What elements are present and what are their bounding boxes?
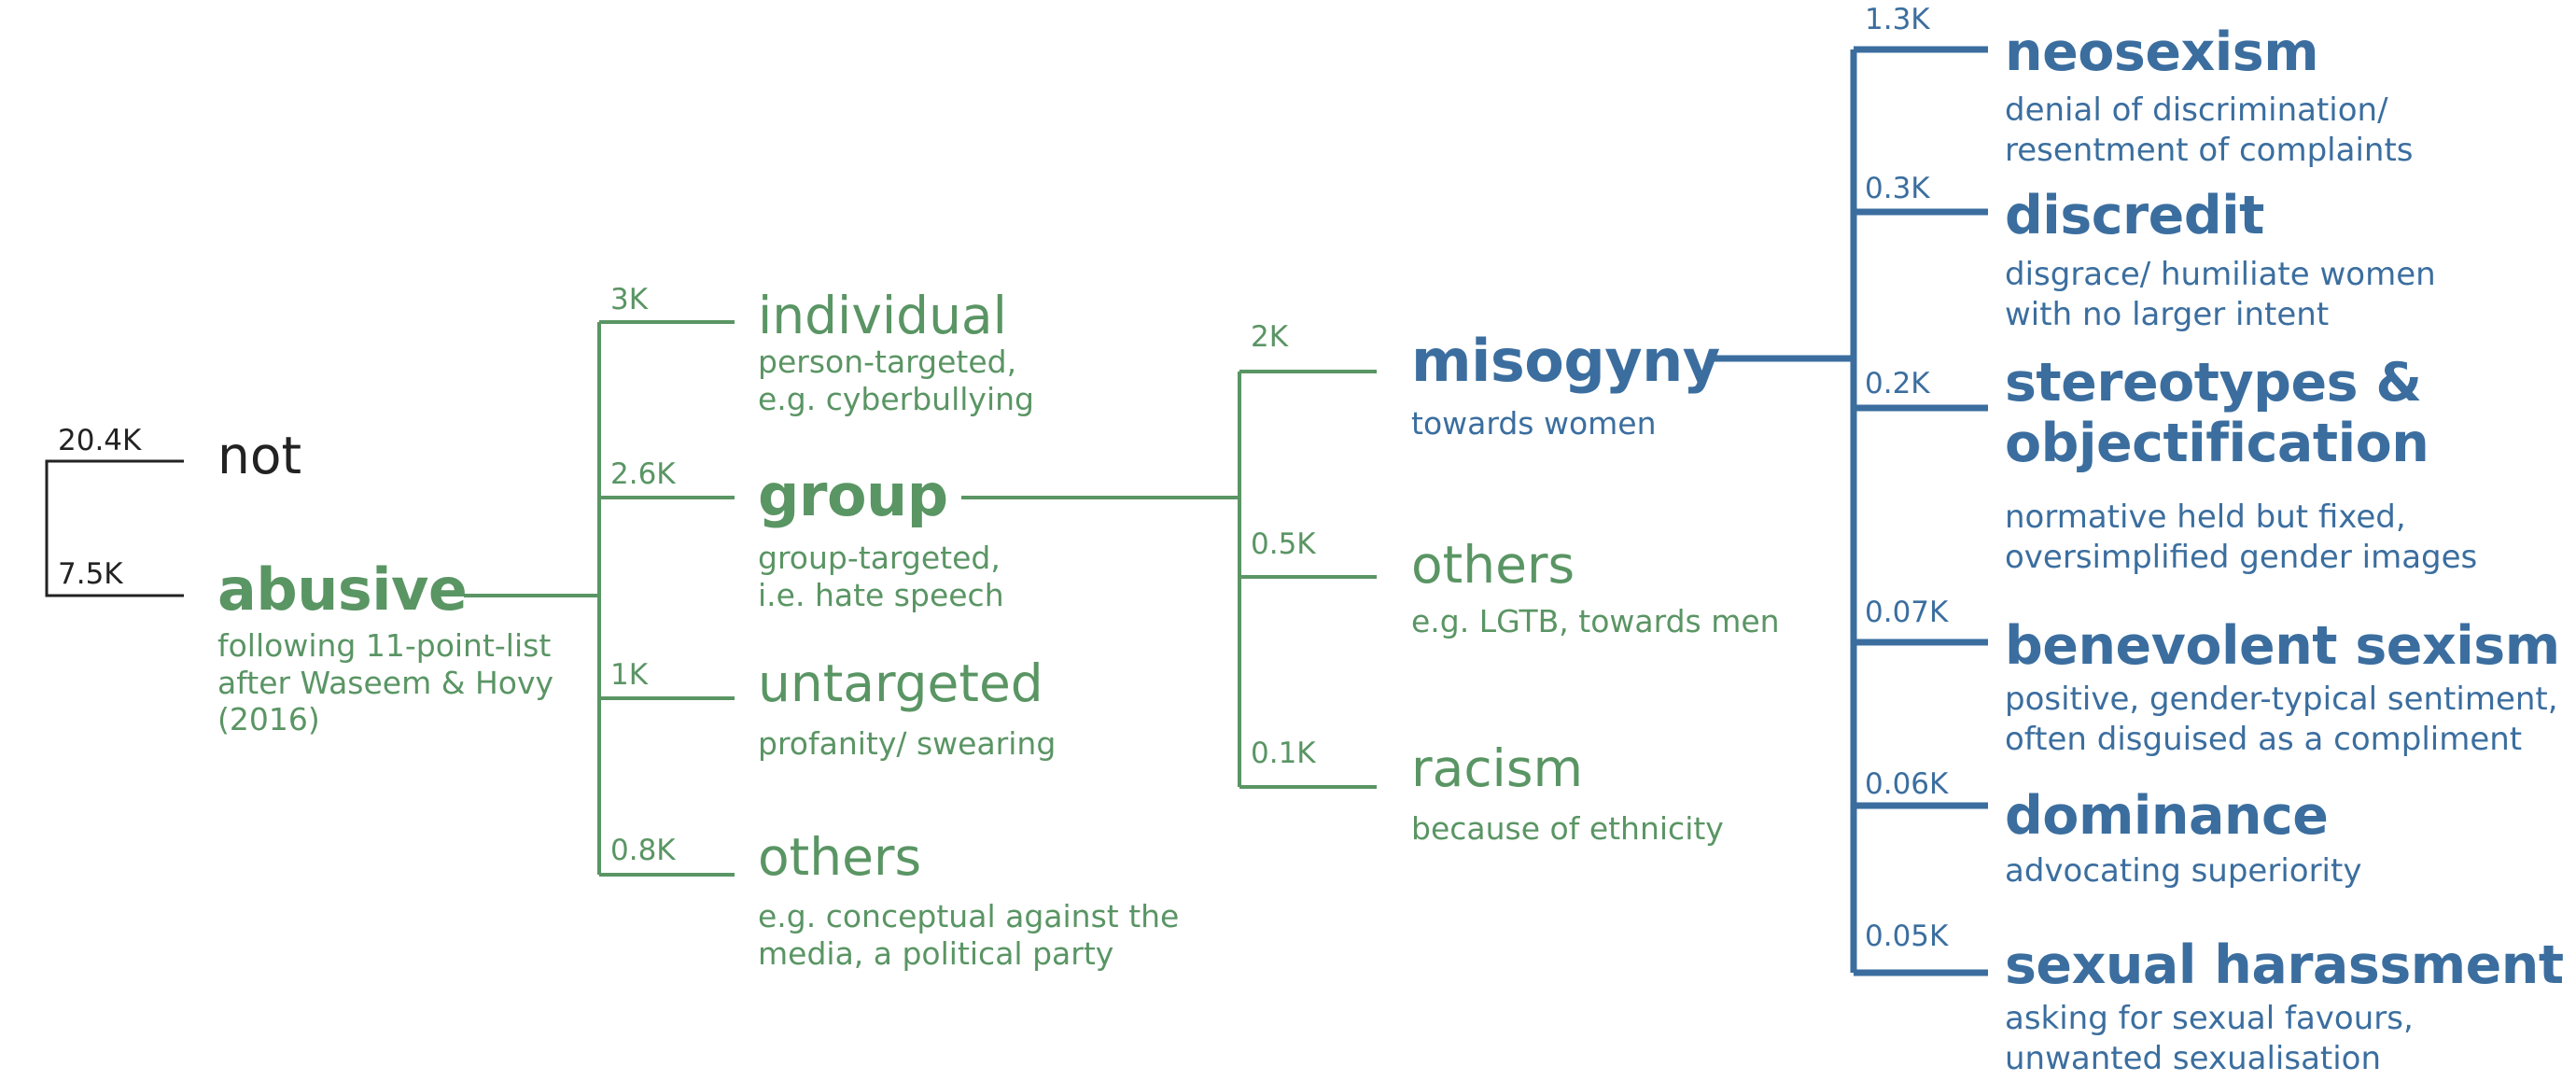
node-label-abusive: abusive <box>217 555 468 624</box>
count-benevolent: 0.07K <box>1865 596 1949 629</box>
desc-line: media, a political party <box>758 934 1114 972</box>
desc-line: i.e. hate speech <box>758 576 1004 613</box>
desc-line: following 11-point-list <box>217 627 552 664</box>
count-abusive: 7.5K <box>58 557 123 591</box>
desc-line: towards women <box>1411 405 1657 442</box>
node-label-group: group <box>758 461 948 529</box>
count-not: 20.4K <box>58 424 142 457</box>
node-desc-others-abusive: e.g. conceptual against the media, a pol… <box>758 898 1179 972</box>
count-dominance: 0.06K <box>1865 767 1949 801</box>
node-desc-stereotypes: normative held but fixed, oversimplified… <box>2005 498 2477 577</box>
node-label-others-abusive: others <box>758 827 922 887</box>
label-line: objectification <box>2005 412 2429 474</box>
node-desc-neosexism: denial of discrimination/ resentment of … <box>2005 91 2413 170</box>
desc-line: denial of discrimination/ <box>2005 91 2388 129</box>
node-label-stereotypes: stereotypes & objectification <box>2005 353 2429 474</box>
node-desc-abusive: following 11-point-list after Waseem & H… <box>217 627 553 738</box>
count-stereotypes: 0.2K <box>1865 367 1930 400</box>
node-label-benevolent: benevolent sexism <box>2005 615 2560 677</box>
count-group: 2.6K <box>610 457 676 491</box>
count-harassment: 0.05K <box>1865 920 1949 953</box>
node-desc-benevolent: positive, gender-typical sentiment, ofte… <box>2005 680 2558 759</box>
desc-line: normative held but fixed, <box>2005 498 2406 536</box>
desc-line: group-targeted, <box>758 540 1001 576</box>
desc-line: profanity/ swearing <box>758 725 1057 762</box>
desc-line: resentment of complaints <box>2005 131 2414 169</box>
node-desc-untargeted: profanity/ swearing <box>758 725 1056 763</box>
count-racism: 0.1K <box>1251 737 1316 770</box>
node-desc-dominance: advocating superiority <box>2005 851 2361 891</box>
node-label-individual: individual <box>758 286 1007 345</box>
desc-line: e.g. cyberbullying <box>758 380 1034 417</box>
desc-line: (2016) <box>217 701 320 738</box>
desc-line: asking for sexual favours, <box>2005 1000 2414 1037</box>
label-line: stereotypes & <box>2005 352 2422 414</box>
node-desc-individual: person-targeted, e.g. cyberbullying <box>758 344 1034 417</box>
desc-line: oversimplified gender images <box>2005 538 2478 576</box>
node-desc-group: group-targeted, i.e. hate speech <box>758 540 1004 613</box>
node-label-neosexism: neosexism <box>2005 21 2319 83</box>
desc-line: e.g. LGTB, towards men <box>1411 603 1780 639</box>
count-untargeted: 1K <box>610 658 649 692</box>
node-label-racism: racism <box>1411 738 1584 798</box>
node-label-discredit: discredit <box>2005 185 2264 246</box>
node-desc-discredit: disgrace/ humiliate women with no larger… <box>2005 255 2436 334</box>
node-label-untargeted: untargeted <box>758 653 1043 713</box>
node-desc-racism: because of ethnicity <box>1411 810 1724 848</box>
node-desc-others-group: e.g. LGTB, towards men <box>1411 603 1780 640</box>
desc-line: advocating superiority <box>2005 852 2362 890</box>
desc-line: with no larger intent <box>2005 295 2330 333</box>
desc-line: after Waseem & Hovy <box>217 664 554 701</box>
connector-root <box>45 459 184 597</box>
count-discredit: 0.3K <box>1865 172 1930 205</box>
count-others-abusive: 0.8K <box>610 834 676 867</box>
desc-line: unwanted sexualisation <box>2005 1039 2382 1077</box>
desc-line: person-targeted, <box>758 344 1017 380</box>
node-desc-misogyny: towards women <box>1411 405 1657 442</box>
node-label-harassment: sexual harassment <box>2005 934 2564 996</box>
desc-line: disgrace/ humiliate women <box>2005 256 2436 293</box>
node-label-not: not <box>217 426 302 485</box>
node-desc-harassment: asking for sexual favours, unwanted sexu… <box>2005 999 2414 1078</box>
node-label-misogyny: misogyny <box>1411 327 1720 395</box>
node-label-others-group: others <box>1411 535 1575 595</box>
count-neosexism: 1.3K <box>1865 3 1930 36</box>
count-others-group: 0.5K <box>1251 527 1316 561</box>
node-label-dominance: dominance <box>2005 785 2329 847</box>
desc-line: positive, gender-typical sentiment, <box>2005 681 2558 718</box>
count-individual: 3K <box>610 283 649 316</box>
desc-line: e.g. conceptual against the <box>758 898 1180 934</box>
desc-line: because of ethnicity <box>1411 810 1724 847</box>
desc-line: often disguised as a compliment <box>2005 720 2523 758</box>
count-misogyny: 2K <box>1251 320 1289 354</box>
